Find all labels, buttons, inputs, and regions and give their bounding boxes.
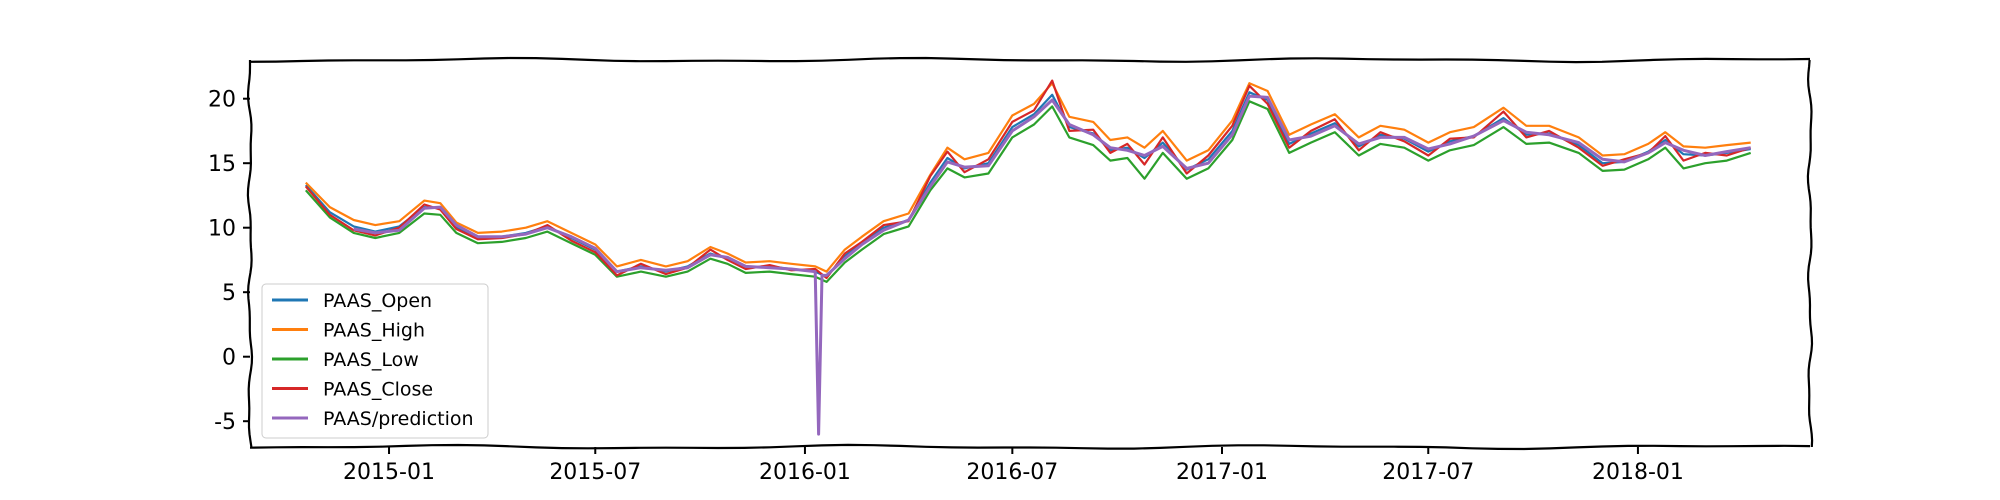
x-tick-label: 2016-07 (966, 460, 1058, 485)
legend-label: PAAS_Low (323, 349, 419, 371)
y-tick-label: 0 (222, 346, 236, 371)
plot-frame (246, 56, 1814, 451)
x-tick-label: 2015-07 (549, 460, 641, 485)
y-tick-label: -5 (214, 410, 236, 435)
x-tick-label: 2015-01 (343, 460, 435, 485)
y-tick-label: 5 (222, 281, 236, 306)
series-layer (304, 79, 1752, 436)
x-tick-label: 2016-01 (759, 460, 851, 485)
legend-box (261, 283, 489, 439)
x-tick-label: 2018-01 (1592, 460, 1684, 485)
series-line-paas-high (305, 82, 1751, 273)
y-tick-label: 20 (208, 88, 236, 113)
x-tick-label: 2017-07 (1382, 460, 1474, 485)
series-line-paas-close (304, 79, 1752, 280)
frame-bottom (249, 443, 1811, 451)
legend-label: PAAS_Close (323, 379, 433, 401)
y-tick-label: 15 (208, 152, 236, 177)
legend-label: PAAS_High (323, 320, 425, 342)
series-line-paas-prediction (353, 94, 1751, 436)
series-line-paas-low (304, 100, 1752, 283)
axis-ticks: -5 0 5 10 15 20 2015-01 2015-07 2016-01 2016-07 20… (208, 88, 1684, 485)
frame-right (1806, 59, 1814, 448)
legend: PAAS_Open PAAS_High PAAS_Low PAAS_Close PAAS… (261, 283, 489, 439)
x-tick-label: 2017-01 (1176, 460, 1268, 485)
frame-left (246, 60, 254, 448)
legend-label: PAAS/prediction (323, 408, 474, 430)
frame-top (249, 56, 1811, 64)
y-tick-label: 10 (208, 217, 236, 242)
legend-label: PAAS_Open (323, 290, 432, 312)
